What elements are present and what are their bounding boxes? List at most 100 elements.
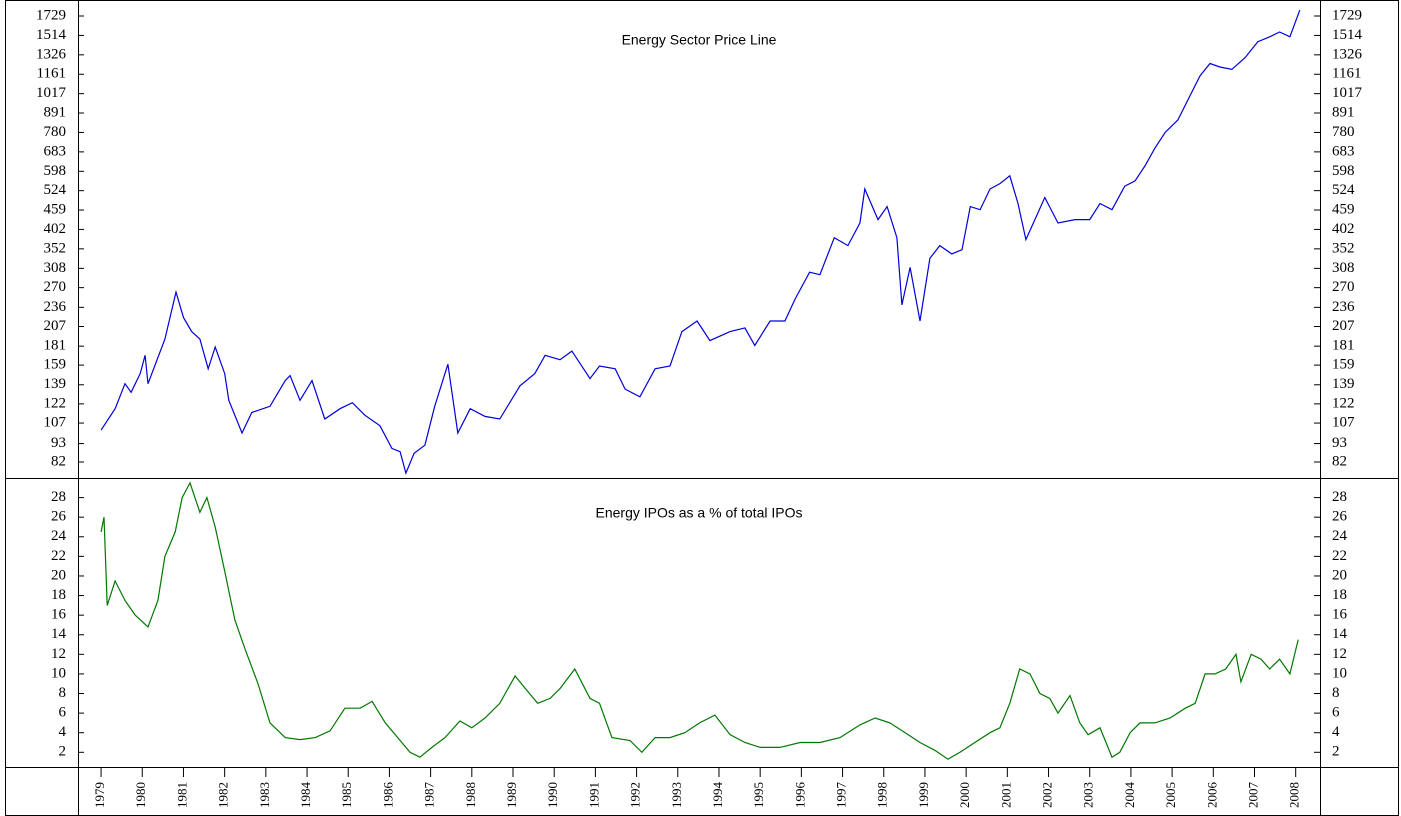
y-tick-label: 1514	[36, 27, 67, 43]
y-tick-label-right: 28	[1332, 489, 1347, 505]
y-tick-label-right: 82	[1332, 453, 1347, 469]
chart-title: Energy Sector Price Line	[622, 32, 777, 48]
x-tick-label: 1987	[422, 782, 437, 809]
y-tick-label-right: 598	[1332, 163, 1355, 179]
y-tick-label: 107	[44, 414, 67, 430]
y-tick-label-right: 402	[1332, 221, 1355, 237]
y-tick-label-right: 352	[1332, 240, 1355, 256]
y-tick-label: 1161	[37, 66, 66, 82]
y-tick-label-right: 459	[1332, 201, 1355, 217]
y-tick-label-right: 159	[1332, 357, 1355, 373]
y-tick-label-right: 891	[1332, 104, 1355, 120]
y-tick-label-right: 20	[1332, 567, 1347, 583]
y-tick-label-right: 1514	[1332, 27, 1363, 43]
y-tick-label-right: 107	[1332, 414, 1355, 430]
y-tick-label-right: 139	[1332, 376, 1355, 392]
y-tick-label: 1729	[36, 7, 66, 23]
y-tick-label-right: 2	[1332, 744, 1340, 760]
y-tick-label: 20	[51, 567, 66, 583]
y-tick-label: 402	[44, 221, 67, 237]
y-tick-label: 352	[44, 240, 67, 256]
y-tick-label-right: 22	[1332, 548, 1347, 564]
y-tick-label-right: 6	[1332, 705, 1340, 721]
y-tick-label-right: 308	[1332, 260, 1355, 276]
x-tick-label: 1984	[298, 782, 313, 809]
y-tick-label-right: 1161	[1332, 66, 1361, 82]
y-tick-label-right: 4	[1332, 724, 1340, 740]
x-tick-label: 1986	[380, 782, 395, 809]
x-tick-label: 1983	[257, 782, 272, 808]
x-tick-label: 2008	[1287, 782, 1302, 808]
y-tick-label: 16	[51, 607, 67, 623]
y-tick-label: 10	[51, 665, 66, 681]
y-tick-label: 891	[44, 104, 67, 120]
x-tick-label: 1992	[628, 782, 643, 808]
y-tick-label-right: 1729	[1332, 7, 1362, 23]
y-tick-label: 93	[51, 435, 66, 451]
x-tick-label: 2000	[957, 782, 972, 808]
y-tick-label: 6	[59, 705, 67, 721]
y-tick-label: 4	[59, 724, 67, 740]
y-tick-label-right: 207	[1332, 318, 1355, 334]
y-tick-label: 459	[44, 201, 67, 217]
x-tick-label: 2005	[1163, 782, 1178, 808]
y-tick-label-right: 10	[1332, 665, 1347, 681]
y-tick-label-right: 93	[1332, 435, 1347, 451]
x-tick-label: 1993	[669, 782, 684, 808]
y-tick-label: 1326	[36, 46, 67, 62]
x-tick-label: 1995	[751, 782, 766, 808]
y-tick-label: 82	[51, 453, 66, 469]
y-tick-label-right: 12	[1332, 646, 1347, 662]
x-tick-label: 1996	[792, 782, 807, 809]
y-tick-label-right: 780	[1332, 124, 1355, 140]
y-tick-label: 780	[44, 124, 67, 140]
y-tick-label-right: 1017	[1332, 85, 1363, 101]
y-tick-label: 12	[51, 646, 66, 662]
x-tick-label: 1999	[916, 782, 931, 808]
x-tick-label: 1997	[834, 782, 849, 809]
frame	[5, 0, 1399, 816]
y-tick-label: 159	[44, 357, 67, 373]
y-tick-label-right: 26	[1332, 509, 1348, 525]
x-tick-label: 2001	[998, 782, 1013, 808]
x-tick-label: 1982	[216, 782, 231, 808]
x-tick-label: 2002	[1040, 782, 1055, 808]
x-tick-label: 1994	[710, 782, 725, 809]
y-tick-label: 308	[44, 260, 67, 276]
y-tick-label-right: 122	[1332, 395, 1355, 411]
y-tick-label: 28	[51, 489, 66, 505]
y-tick-label: 122	[44, 395, 67, 411]
y-tick-label-right: 14	[1332, 626, 1348, 642]
y-tick-label-right: 683	[1332, 143, 1355, 159]
y-tick-label: 207	[44, 318, 67, 334]
x-tick-label: 1989	[504, 782, 519, 808]
y-tick-label: 139	[44, 376, 67, 392]
y-tick-label: 18	[51, 587, 66, 603]
x-tick-label: 2006	[1204, 782, 1219, 809]
x-tick-label: 1990	[545, 782, 560, 808]
x-tick-label: 1985	[339, 782, 354, 808]
y-tick-label-right: 8	[1332, 685, 1340, 701]
chart-title: Energy IPOs as a % of total IPOs	[596, 505, 803, 521]
data-line	[100, 9, 1301, 475]
y-tick-label: 181	[44, 338, 67, 354]
x-tick-label: 1988	[463, 782, 478, 808]
y-tick-label: 598	[44, 163, 67, 179]
y-tick-label: 26	[51, 509, 67, 525]
x-tick-label: 2003	[1081, 782, 1096, 808]
y-tick-label-right: 236	[1332, 299, 1355, 315]
y-tick-label-right: 181	[1332, 338, 1355, 354]
x-tick-label: 1980	[133, 782, 148, 808]
x-tick-label: 2004	[1122, 782, 1137, 809]
x-tick-label: 1991	[586, 782, 601, 808]
y-tick-label: 8	[59, 685, 67, 701]
y-tick-label: 24	[51, 528, 67, 544]
y-tick-label: 236	[44, 299, 67, 315]
y-tick-label-right: 1326	[1332, 46, 1363, 62]
y-tick-label-right: 524	[1332, 182, 1355, 198]
y-tick-label: 683	[44, 143, 67, 159]
y-tick-label-right: 270	[1332, 279, 1355, 295]
x-tick-label: 1981	[174, 782, 189, 808]
y-tick-label: 1017	[36, 85, 67, 101]
